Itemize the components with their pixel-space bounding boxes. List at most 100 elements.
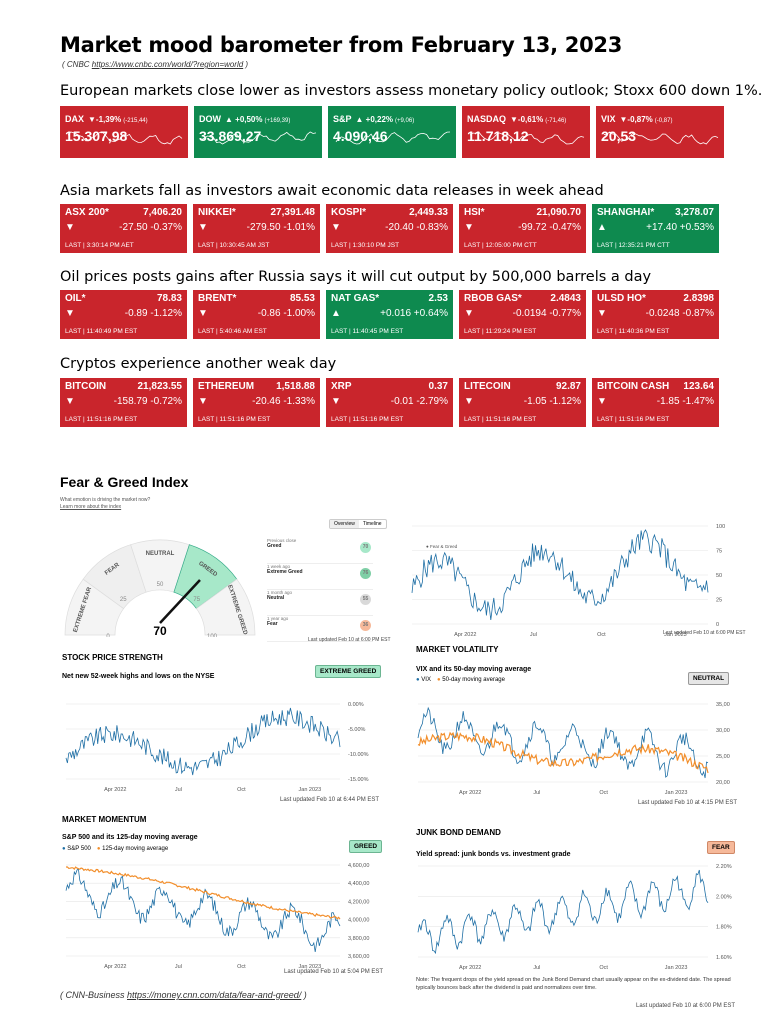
history-label: Neutral — [267, 595, 285, 601]
europe-header: European markets close lower as investor… — [60, 83, 763, 99]
ticker-price: 2.53 — [428, 293, 448, 304]
cnbc-source: ( CNBC https://www.cnbc.com/world/?regio… — [62, 60, 248, 69]
europe-ticker-card[interactable]: DOW ▲ +0,50% (+169,39) 33.869,27 — [194, 106, 322, 158]
crypto-ticker-card[interactable]: BITCOIN CASH 123.64 ▼ -1.85 -1.47% LAST | 11… — [592, 378, 719, 427]
asia-ticker-card[interactable]: KOSPI* 2,449.33 ▼ -20.40 -0.83% LAST | 1:30:… — [326, 204, 453, 253]
y-tick-label: 4,200,00 — [348, 899, 369, 905]
ticker-change: ▲ +0,50% — [225, 115, 263, 124]
ticker-change: +17.40 — [646, 222, 678, 233]
y-tick-label: 35,00 — [716, 702, 730, 708]
x-tick-label: Oct — [237, 964, 246, 970]
oil-ticker-card[interactable]: RBOB GAS* 2.4843 ▼ -0.0194 -0.77% LAST | 11:… — [459, 290, 586, 339]
ticker-price: 78.83 — [156, 293, 182, 304]
ticker-change: -27.50 — [119, 222, 148, 233]
ticker-change-values: -27.50 -0.37% — [119, 222, 182, 233]
ticker-change-values: -0.86 -1.00% — [258, 308, 315, 319]
ticker-change-values: -1.05 -1.12% — [524, 396, 581, 407]
ticker-name: BITCOIN — [65, 381, 107, 392]
ticker-change-values: -0.0194 -0.77% — [513, 308, 581, 319]
x-tick-label: Jan 2023 — [664, 632, 687, 638]
x-tick-label: Jul — [533, 790, 540, 796]
ticker-percent: -1.47% — [682, 396, 714, 407]
ticker-top-line: ASX 200* 7,406.20 — [65, 207, 182, 218]
europe-ticker-card[interactable]: S&P ▲ +0,22% (+9,06) 4.090,46 — [328, 106, 456, 158]
history-value: 70 — [360, 542, 371, 553]
stock-strength-title: STOCK PRICE STRENGTH — [62, 653, 163, 662]
volatility-subtitle: VIX and its 50-day moving average — [416, 666, 532, 673]
ticker-change: -158.79 — [113, 396, 148, 407]
ticker-top-line: ULSD HO* 2.8398 — [597, 293, 714, 304]
ticker-last-time: LAST | 5:40:46 AM EST — [198, 328, 267, 335]
learn-more-link[interactable]: Learn more about the index — [60, 504, 122, 510]
ticker-name: NASDAQ — [467, 114, 507, 124]
fear-greed-title: Fear & Greed Index — [60, 474, 189, 490]
ticker-percent: +0.64% — [413, 308, 448, 319]
ticker-change: -1.85 — [656, 396, 680, 407]
tab-overview[interactable]: Overview — [330, 520, 359, 528]
ticker-percent: -1.33% — [283, 396, 315, 407]
europe-ticker-row: DAX ▼-1,39% (-215,44) 15.307,98 DOW ▲ +0,50%(… — [60, 106, 724, 158]
volatility-chart: 35,00 30,00 25,00 20,00 Apr 2022 Jul Oct Jan 20… — [417, 702, 730, 796]
fg-updated: Last updated Feb 10 at 6:00 PM EST — [308, 637, 391, 643]
cnn-source: ( CNN-Business https://money.cnn.com/dat… — [60, 990, 307, 1000]
y-tick-label: 4,600,00 — [348, 863, 369, 869]
asia-ticker-card[interactable]: ASX 200* 7,406.20 ▼ -27.50 -0.37% LAST | 3:3… — [60, 204, 187, 253]
ticker-price: 0.37 — [428, 381, 448, 392]
crypto-ticker-card[interactable]: BITCOIN 21,823.55 ▼ -158.79 -0.72% LAST | 11… — [60, 378, 187, 427]
oil-ticker-card[interactable]: OIL* 78.83 ▼ -0.89 -1.12% LAST | 11:40:49 PM… — [60, 290, 187, 339]
stock-strength-subtitle: Net new 52-week highs and lows on the NY… — [62, 673, 215, 680]
ticker-last-time: LAST | 11:29:24 PM EST — [464, 328, 537, 335]
ticker-arrow-icon: ▼ — [198, 396, 208, 407]
ticker-arrow-icon: ▲ — [597, 222, 607, 233]
crypto-ticker-card[interactable]: LITECOIN 92.87 ▼ -1.05 -1.12% LAST | 11:51:1… — [459, 378, 586, 427]
y-tick-label: 25,00 — [716, 754, 730, 760]
ticker-top-line: NAT GAS* 2.53 — [331, 293, 448, 304]
asia-ticker-card[interactable]: HSI* 21,090.70 ▼ -99.72 -0.47% LAST | 12:05:… — [459, 204, 586, 253]
crypto-ticker-card[interactable]: ETHEREUM 1,518.88 ▼ -20.46 -1.33% LAST | 11:… — [193, 378, 320, 427]
x-tick-label: Apr 2022 — [459, 790, 481, 796]
legend-ma125: ● 125-day moving average — [96, 846, 169, 852]
fg-history-list: Previous close Greed 70 1 week ago Extreme G… — [267, 538, 373, 642]
junk-chart: 2.20% 2.00% 1.80% 1.60% Apr 2022 Jul Oct Jan 20… — [417, 864, 732, 971]
timeline-legend: ● Fear & Greed — [426, 544, 458, 549]
y-tick-label: 75 — [716, 549, 722, 555]
asia-ticker-card[interactable]: NIKKEI* 27,391.48 ▼ -279.50 -1.01% LAST | 10… — [193, 204, 320, 253]
ticker-arrow-icon: ▼ — [331, 396, 341, 407]
ticker-name: KOSPI* — [331, 207, 367, 218]
source-prefix: ( CNBC — [62, 60, 92, 69]
ticker-arrow-icon: ▼ — [65, 396, 75, 407]
tab-timeline[interactable]: Timeline — [362, 521, 382, 527]
ticker-abs-change: (-215,44) — [123, 118, 148, 124]
cnn-link[interactable]: https://money.cnn.com/data/fear-and-gree… — [127, 990, 302, 1000]
oil-header: Oil prices posts gains after Russia says… — [60, 269, 652, 285]
cnbc-link[interactable]: https://www.cnbc.com/world/?region=world — [91, 60, 244, 69]
momentum-updated: Last updated Feb 10 at 5:04 PM EST — [284, 969, 384, 975]
history-when: 1 month ago — [267, 590, 293, 595]
ticker-price: 3,278.07 — [675, 207, 714, 218]
ticker-change-values: -99.72 -0.47% — [518, 222, 581, 233]
ticker-price: 11.718,12 — [467, 128, 529, 144]
gauge-needle — [159, 579, 201, 624]
ticker-change-line: ▼ -0.89 -1.12% — [65, 308, 182, 319]
ticker-last-time: LAST | 11:51:16 PM EST — [464, 416, 537, 423]
ticker-name: RBOB GAS* — [464, 293, 522, 304]
ticker-sparkline — [201, 131, 317, 145]
oil-ticker-row: OIL* 78.83 ▼ -0.89 -1.12% LAST | 11:40:49 PM… — [60, 290, 719, 339]
ticker-sparkline — [603, 131, 719, 145]
ticker-abs-change: (-0,87) — [654, 118, 673, 124]
ticker-name: ULSD HO* — [597, 293, 646, 304]
stock-strength-chart: 0.00% -5.00% -10.00% -15.00% Apr 2022 Jul Oct J… — [65, 702, 369, 793]
europe-ticker-card[interactable]: NASDAQ ▼-0,61% (-71,46) 11.718,12 — [462, 106, 590, 158]
junk-subtitle: Yield spread: junk bonds vs. investment … — [416, 851, 571, 858]
ticker-change: ▼-1,39% — [88, 115, 122, 124]
oil-ticker-card[interactable]: ULSD HO* 2.8398 ▼ -0.0248 -0.87% LAST | 11:4… — [592, 290, 719, 339]
gauge-segment — [195, 578, 256, 636]
europe-ticker-card[interactable]: DAX ▼-1,39% (-215,44) 15.307,98 — [60, 106, 188, 158]
junk-updated: Last updated Feb 10 at 6:00 PM EST — [636, 1003, 736, 1009]
crypto-ticker-card[interactable]: XRP 0.37 ▼ -0.01 -2.79% LAST | 11:51:16 PM E… — [326, 378, 453, 427]
oil-ticker-card[interactable]: NAT GAS* 2.53 ▲ +0.016 +0.64% LAST | 11:40:4… — [326, 290, 453, 339]
sparkline-line — [67, 131, 183, 145]
europe-ticker-card[interactable]: VIX ▼-0,87% (-0,87) 20,53 — [596, 106, 724, 158]
asia-ticker-card[interactable]: SHANGHAI* 3,278.07 ▲ +17.40 +0.53% LAST | 12… — [592, 204, 719, 253]
oil-ticker-card[interactable]: BRENT* 85.53 ▼ -0.86 -1.00% LAST | 5:40:46 A… — [193, 290, 320, 339]
